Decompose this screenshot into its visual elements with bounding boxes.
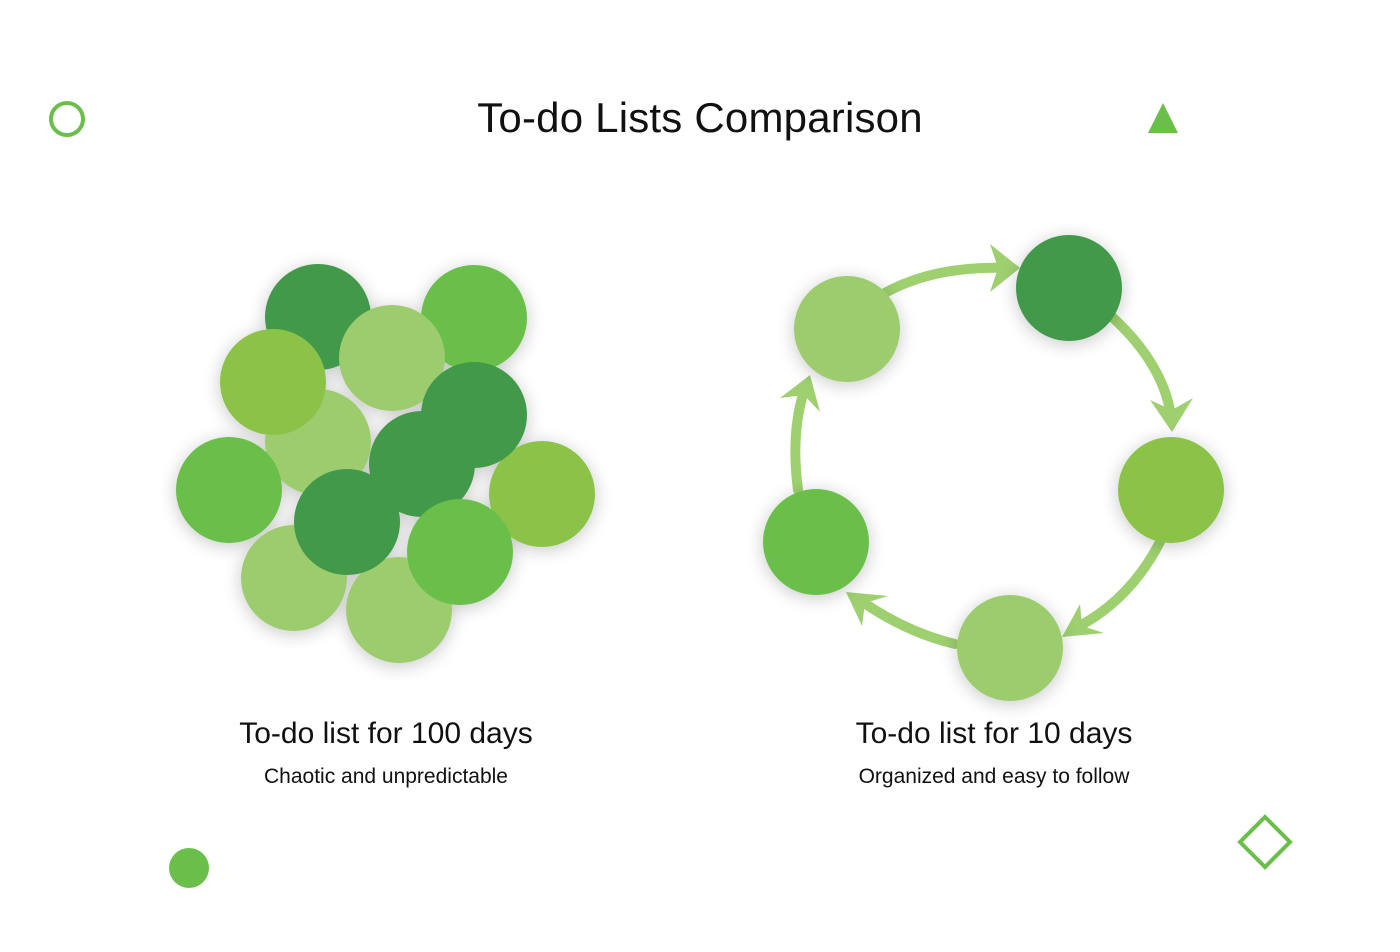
- arrow: [855, 595, 960, 649]
- left-heading: To-do list for 100 days: [239, 717, 533, 750]
- left-caption: To-do list for 100 days Chaotic and unpr…: [126, 716, 646, 790]
- left-subtitle: Chaotic and unpredictable: [263, 765, 508, 788]
- ring-icon: [49, 101, 85, 137]
- arrow: [790, 380, 811, 495]
- task-circle: [957, 595, 1063, 701]
- dot-icon: [169, 848, 209, 888]
- task-circle: [339, 305, 445, 411]
- arrow: [873, 262, 1013, 302]
- task-circle: [176, 437, 282, 543]
- task-circle: [1118, 437, 1224, 543]
- diamond-icon: [1237, 814, 1293, 870]
- task-circle: [1016, 235, 1122, 341]
- arrow: [1071, 537, 1165, 633]
- task-circle: [294, 469, 400, 575]
- right-subtitle: Organized and easy to follow: [858, 765, 1130, 788]
- organized-cycle: [763, 235, 1224, 701]
- arrow-head: [1150, 398, 1193, 432]
- arrow-head: [846, 592, 888, 626]
- right-heading: To-do list for 10 days: [855, 717, 1133, 750]
- task-circle: [421, 362, 527, 468]
- task-circle: [489, 441, 595, 547]
- task-circle: [421, 265, 527, 371]
- task-circle: [407, 499, 513, 605]
- task-circle: [794, 276, 900, 382]
- arrow-head: [780, 375, 820, 412]
- task-circle: [763, 489, 869, 595]
- arrow: [1105, 310, 1175, 415]
- arrow-head: [990, 244, 1020, 292]
- arrow-head: [1062, 604, 1104, 637]
- right-caption: To-do list for 10 days Organized and eas…: [734, 716, 1254, 790]
- chaotic-cluster: [176, 264, 595, 663]
- task-circle: [220, 329, 326, 435]
- arrow-heads: [780, 244, 1193, 637]
- page-title: To-do Lists Comparison: [477, 94, 923, 141]
- triangle-icon: [1148, 103, 1178, 133]
